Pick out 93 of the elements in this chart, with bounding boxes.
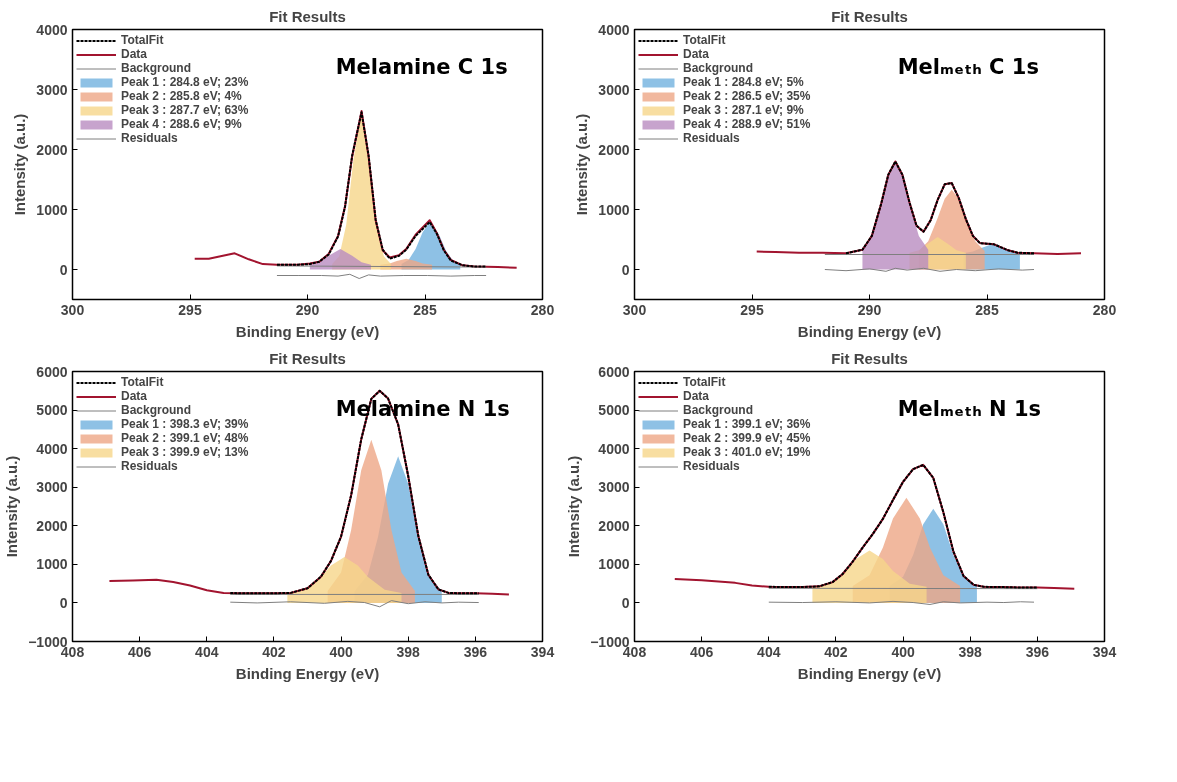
legend-label: Data [121, 47, 148, 61]
x-tick-label: 400 [329, 643, 353, 660]
y-tick-label: 4000 [598, 440, 630, 457]
legend-label: TotalFit [121, 375, 164, 389]
legend-label: Peak 3 : 399.9 eV; 13% [121, 445, 249, 459]
y-tick-label: 4000 [598, 21, 630, 38]
y-tick-label: 2000 [36, 517, 68, 534]
x-tick-label: 285 [975, 301, 999, 318]
chart-title: Fit Results [269, 7, 346, 25]
legend-label: Residuals [683, 459, 740, 473]
legend-label: Peak 3 : 287.7 eV; 63% [121, 103, 249, 117]
chart-title: Fit Results [269, 349, 346, 367]
legend-label: Peak 1 : 284.8 eV; 5% [683, 75, 804, 89]
legend-label: Peak 2 : 286.5 eV; 35% [683, 89, 811, 103]
x-tick-label: 400 [891, 643, 915, 660]
y-axis-title: Intensity (a.u.) [573, 113, 591, 216]
y-tick-label: 3000 [598, 479, 630, 496]
y-tick-label: 3000 [598, 81, 630, 98]
x-axis-title: Binding Energy (eV) [797, 664, 942, 682]
x-tick-label: 285 [413, 301, 437, 318]
y-tick-label: 1000 [36, 556, 68, 573]
x-tick-label: 394 [530, 643, 555, 660]
y-tick-label: 1000 [36, 201, 68, 218]
x-tick-label: 300 [60, 301, 85, 318]
legend-label: Peak 2 : 285.8 eV; 4% [121, 89, 242, 103]
legend-label: Residuals [683, 131, 740, 145]
legend-label: Peak 2 : 399.9 eV; 45% [683, 431, 811, 445]
chart-title: Fit Results [831, 7, 908, 25]
legend-label: Peak 1 : 399.1 eV; 36% [683, 417, 811, 431]
y-tick-label: 6000 [598, 363, 630, 380]
legend-label: Peak 1 : 284.8 eV; 23% [121, 75, 249, 89]
y-tick-label: 0 [621, 594, 630, 611]
x-tick-label: 295 [740, 301, 764, 318]
x-tick-label: 404 [195, 643, 219, 660]
y-axis-title: Intensity (a.u.) [11, 113, 29, 216]
y-axis-title: Intensity (a.u.) [565, 455, 583, 558]
y-tick-label: 0 [59, 594, 68, 611]
x-tick-label: 300 [622, 301, 647, 318]
y-tick-label: 3000 [36, 479, 68, 496]
x-tick-label: 402 [262, 643, 286, 660]
x-tick-label: 280 [1092, 301, 1117, 318]
y-axis-title: Intensity (a.u.) [3, 455, 21, 558]
y-tick-label: 5000 [598, 402, 630, 419]
legend-label: Residuals [121, 459, 178, 473]
x-tick-label: 396 [1025, 643, 1050, 660]
legend-label: Background [121, 61, 192, 75]
y-tick-label: 1000 [598, 201, 630, 218]
legend-label: Peak 4 : 288.9 eV; 51% [683, 117, 811, 131]
x-tick-label: 394 [1092, 643, 1117, 660]
x-axis-title: Binding Energy (eV) [235, 322, 380, 340]
y-tick-label: 6000 [36, 363, 68, 380]
annotation: Melamine C 1s [335, 55, 508, 80]
legend-label: TotalFit [121, 33, 164, 47]
x-tick-label: 398 [396, 643, 421, 660]
x-tick-label: 406 [127, 643, 152, 660]
legend-label: Peak 4 : 288.6 eV; 9% [121, 117, 242, 131]
legend-label: TotalFit [683, 33, 726, 47]
x-tick-label: 404 [757, 643, 781, 660]
y-tick-label: 4000 [36, 21, 68, 38]
x-tick-label: 406 [689, 643, 714, 660]
y-tick-label: 2000 [36, 141, 68, 158]
x-tick-label: 295 [178, 301, 202, 318]
legend-label: TotalFit [683, 375, 726, 389]
y-tick-label: 1000 [598, 556, 630, 573]
legend-label: Background [683, 61, 754, 75]
annotation: Melₘₑₜₕ C 1s [897, 55, 1039, 80]
x-tick-label: 280 [530, 301, 555, 318]
legend-label: Peak 2 : 399.1 eV; 48% [121, 431, 249, 445]
legend-label: Residuals [121, 131, 178, 145]
x-axis-title: Binding Energy (eV) [797, 322, 942, 340]
y-tick-label: 4000 [36, 440, 68, 457]
legend-label: Data [683, 47, 710, 61]
chart-title: Fit Results [831, 349, 908, 367]
legend-label: Peak 3 : 401.0 eV; 19% [683, 445, 811, 459]
x-tick-label: 290 [295, 301, 320, 318]
x-tick-label: 290 [857, 301, 882, 318]
legend-label: Background [683, 403, 754, 417]
legend-label: Peak 3 : 287.1 eV; 9% [683, 103, 804, 117]
x-tick-label: 398 [958, 643, 983, 660]
legend-label: Background [121, 403, 192, 417]
x-axis-title: Binding Energy (eV) [235, 664, 380, 682]
annotation: Melₘₑₜₕ N 1s [897, 397, 1042, 422]
y-tick-label: 0 [59, 261, 68, 278]
y-tick-label: 2000 [598, 517, 630, 534]
y-tick-label: 2000 [598, 141, 630, 158]
x-tick-label: 396 [463, 643, 488, 660]
y-tick-label: 0 [621, 261, 630, 278]
y-tick-label: 3000 [36, 81, 68, 98]
legend-label: Data [683, 389, 710, 403]
legend-label: Peak 1 : 398.3 eV; 39% [121, 417, 249, 431]
x-tick-label: 402 [824, 643, 848, 660]
y-tick-label: 5000 [36, 402, 68, 419]
legend-label: Data [121, 389, 148, 403]
